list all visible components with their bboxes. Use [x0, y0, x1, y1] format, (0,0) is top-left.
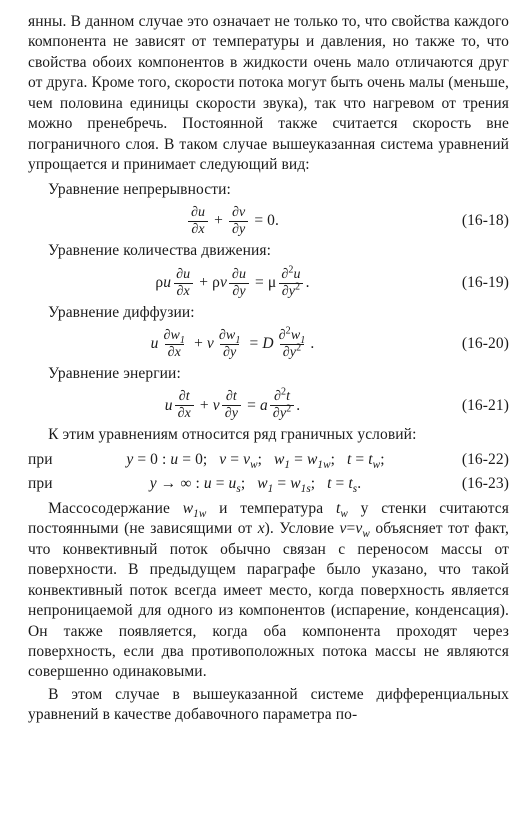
paragraph-3: В этом случае в вышеуказанной системе ди…	[28, 685, 509, 726]
eqno-momentum: (16-19)	[437, 273, 509, 293]
label-boundary: К этим уравнениям относится ряд граничны…	[28, 425, 509, 445]
bc-at-1: при	[28, 450, 74, 470]
intro-paragraph: янны. В данном случае это означает не то…	[28, 12, 509, 176]
eqno-continuity: (16-18)	[437, 211, 509, 231]
eqno-diffusion: (16-20)	[437, 334, 509, 354]
label-continuity: Уравнение непрерывности:	[28, 180, 509, 200]
bc-math-2: y→∞ : u=us; w1=w1s; t=ts.	[74, 474, 437, 494]
bc-at-2: при	[28, 474, 74, 494]
eq-diffusion: u ∂w1∂x + v ∂w1∂y = D ∂2w1∂y2 . (16-20)	[28, 329, 509, 360]
eqno-energy: (16-21)	[437, 396, 509, 416]
eq-energy: u ∂t∂x + v ∂t∂y = a ∂2t∂y2 . (16-21)	[28, 390, 509, 421]
label-energy: Уравнение энергии:	[28, 364, 509, 384]
bc-math-1: y=0 : u=0; v=vw; w1=w1w; t=tw;	[74, 450, 437, 470]
eq-continuity: ∂u∂x + ∂v∂y =0. (16-18)	[28, 206, 509, 237]
label-diffusion: Уравнение диффузии:	[28, 303, 509, 323]
bc-row-2: при y→∞ : u=us; w1=w1s; t=ts. (16-23)	[28, 474, 509, 494]
page: янны. В данном случае это означает не то…	[0, 0, 531, 738]
bc-row-1: при y=0 : u=0; v=vw; w1=w1w; t=tw; (16-2…	[28, 450, 509, 470]
label-momentum: Уравнение количества движения:	[28, 241, 509, 261]
eqno-bc2: (16-23)	[437, 474, 509, 494]
eq-momentum: ρu ∂u∂x + ρv ∂u∂y = μ ∂2u∂y2 . (16-19)	[28, 268, 509, 299]
eqno-bc1: (16-22)	[437, 450, 509, 470]
paragraph-2: Массосодержание w1w и температура tw у с…	[28, 499, 509, 683]
